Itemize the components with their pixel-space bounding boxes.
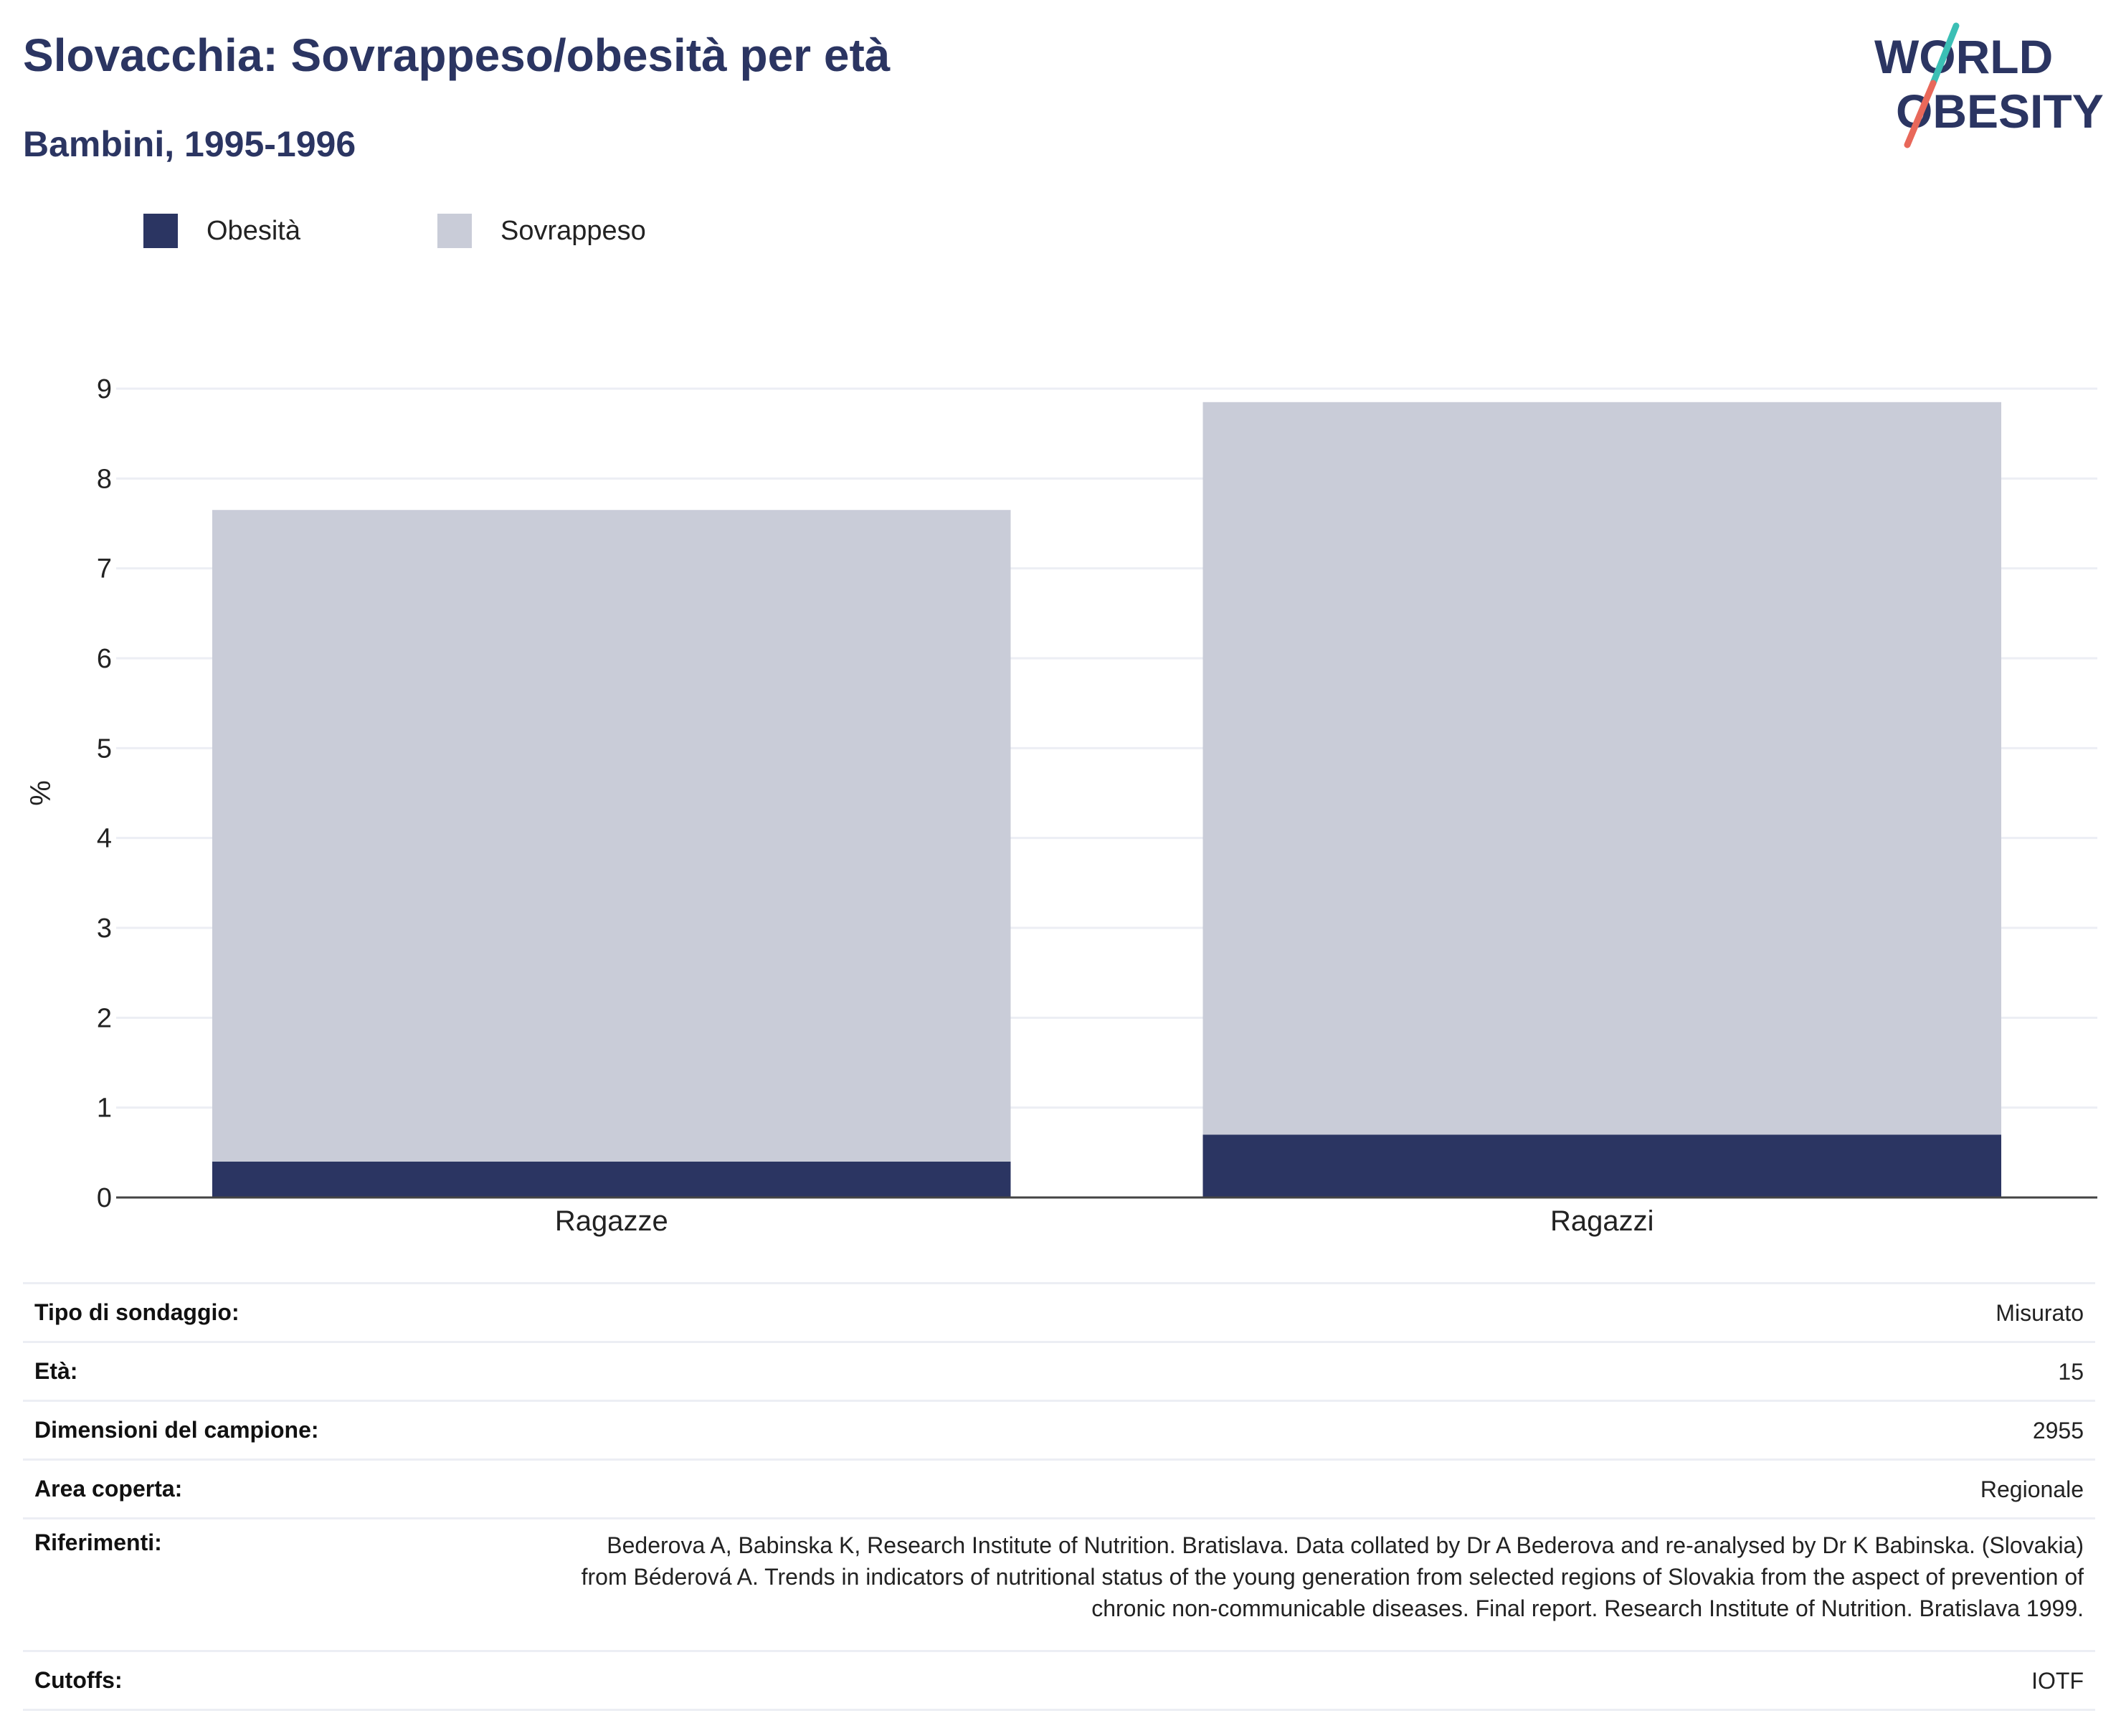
info-label-references: Riferimenti: <box>23 1517 548 1651</box>
chart-subtitle: Bambini, 1995-1996 <box>23 124 356 164</box>
legend-swatch-obesity <box>143 214 178 248</box>
info-row-references: Riferimenti: Bederova A, Babinska K, Res… <box>23 1517 2095 1651</box>
info-value-sample-size: 2955 <box>548 1400 2095 1460</box>
info-label-cutoffs: Cutoffs: <box>23 1650 548 1711</box>
y-tick-label: 2 <box>97 1003 112 1033</box>
legend-item-obesity[interactable]: Obesità <box>143 212 300 250</box>
info-label-area: Area coperta: <box>23 1458 548 1519</box>
info-value-cutoffs: IOTF <box>548 1650 2095 1711</box>
info-label-sample-size: Dimensioni del campione: <box>23 1400 548 1460</box>
x-tick-label: Ragazzi <box>1550 1205 1654 1237</box>
legend-swatch-overweight <box>437 214 472 248</box>
y-tick-label: 6 <box>97 644 112 674</box>
y-tick-label: 9 <box>97 374 112 404</box>
legend-label-obesity: Obesità <box>207 215 300 246</box>
bar-overweight-ragazzi <box>1202 402 2001 1135</box>
logo-text-world: WORLD <box>1874 30 2053 83</box>
info-value-references: Bederova A, Babinska K, Research Institu… <box>548 1517 2095 1651</box>
y-tick-label: 7 <box>97 554 112 584</box>
bar-obesity-ragazzi <box>1202 1134 2001 1197</box>
y-tick-label: 0 <box>97 1183 112 1213</box>
info-value-area: Regionale <box>548 1458 2095 1519</box>
y-tick-label: 8 <box>97 464 112 494</box>
bar-obesity-ragazze <box>212 1161 1011 1197</box>
y-tick-label: 5 <box>97 734 112 764</box>
stacked-bar-chart: 0 1 2 3 4 5 6 7 8 9% Ragazze Ragazzi <box>25 374 2097 1237</box>
info-row-survey-type: Tipo di sondaggio: Misurato <box>23 1282 2095 1342</box>
chart-title: Slovacchia: Sovrappeso/obesità per età <box>23 29 891 81</box>
info-row-area: Area coperta: Regionale <box>23 1458 2095 1519</box>
legend-label-overweight: Sovrappeso <box>500 215 646 246</box>
logo-slash-teal <box>1930 22 1960 87</box>
y-axis-label: % <box>25 780 57 806</box>
legend-item-overweight[interactable]: Sovrappeso <box>437 212 646 250</box>
bar-overweight-ragazze <box>212 510 1011 1162</box>
info-value-age: 15 <box>548 1341 2095 1401</box>
info-label-age: Età: <box>23 1341 548 1401</box>
x-tick-label: Ragazze <box>555 1205 668 1237</box>
y-tick-label: 4 <box>97 824 112 854</box>
y-tick-label: 1 <box>97 1094 112 1124</box>
info-row-cutoffs: Cutoffs: IOTF <box>23 1650 2095 1711</box>
survey-info-table: Tipo di sondaggio: Misurato Età: 15 Dime… <box>23 1282 2095 1711</box>
info-label-survey-type: Tipo di sondaggio: <box>23 1282 548 1342</box>
world-obesity-logo: WORLD OBESITY <box>1874 22 2104 148</box>
info-value-survey-type: Misurato <box>548 1282 2095 1342</box>
info-row-age: Età: 15 <box>23 1341 2095 1401</box>
y-tick-label: 3 <box>97 914 112 944</box>
logo-slash-red <box>1904 80 1937 148</box>
info-row-sample-size: Dimensioni del campione: 2955 <box>23 1400 2095 1460</box>
